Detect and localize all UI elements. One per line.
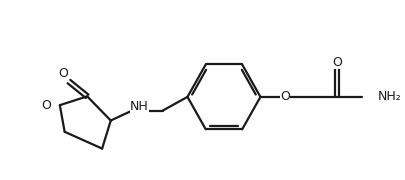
Text: O: O (280, 90, 290, 103)
Text: O: O (41, 99, 51, 112)
Text: NH: NH (130, 100, 149, 113)
Text: O: O (332, 56, 342, 69)
Text: NH₂: NH₂ (377, 90, 401, 103)
Text: O: O (58, 67, 68, 80)
